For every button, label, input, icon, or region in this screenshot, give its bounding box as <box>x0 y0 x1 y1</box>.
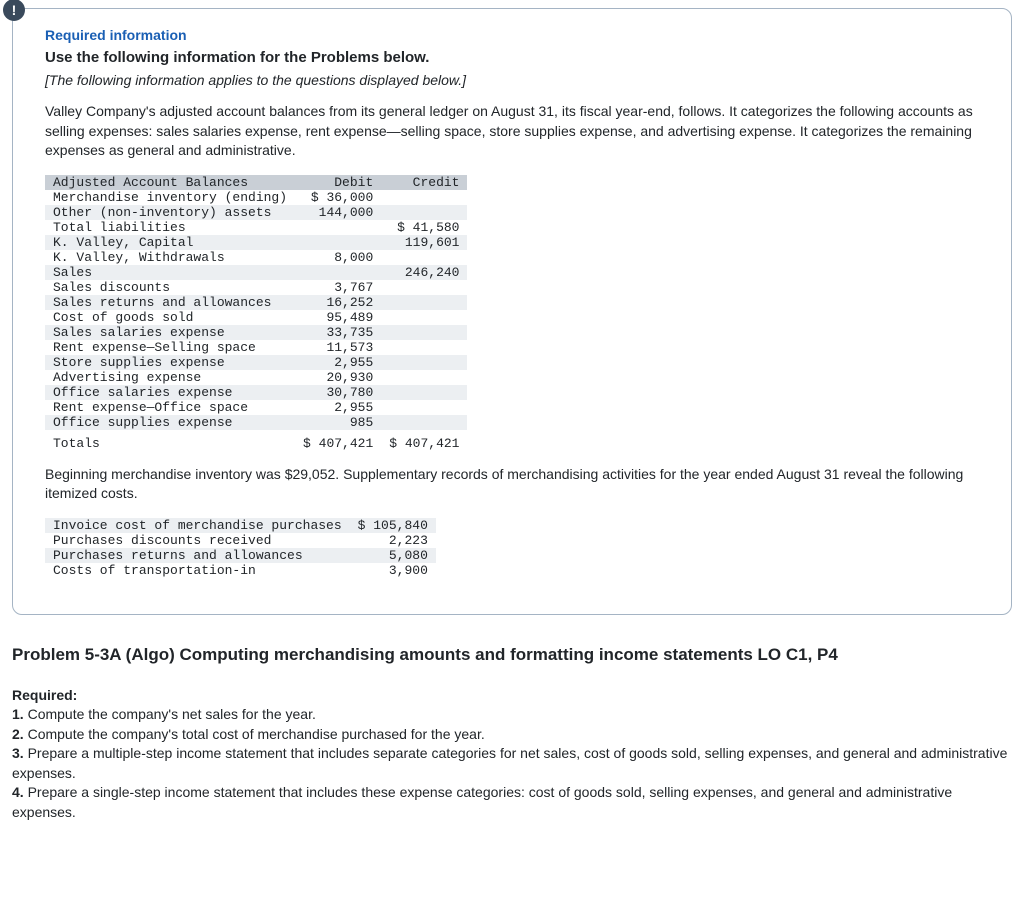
col-credit: Credit <box>381 175 467 190</box>
table-cell: Purchases discounts received <box>45 533 350 548</box>
requirement-number: 2. <box>12 726 28 742</box>
table-cell <box>381 385 467 400</box>
requirement-item: 2. Compute the company's total cost of m… <box>12 725 1012 745</box>
table-cell <box>295 265 381 280</box>
table-cell <box>381 355 467 370</box>
table-cell: 246,240 <box>381 265 467 280</box>
info-badge-icon: ! <box>3 0 25 21</box>
requirement-number: 1. <box>12 706 28 722</box>
table-cell: K. Valley, Withdrawals <box>45 250 295 265</box>
table-cell: Sales salaries expense <box>45 325 295 340</box>
table-cell: Advertising expense <box>45 370 295 385</box>
table-cell: Store supplies expense <box>45 355 295 370</box>
table-cell: Costs of transportation-in <box>45 563 350 578</box>
table-cell: 119,601 <box>381 235 467 250</box>
requirement-text: Compute the company's total cost of merc… <box>28 726 485 742</box>
instructions-note: [The following information applies to th… <box>45 72 979 88</box>
requirement-text: Compute the company's net sales for the … <box>28 706 316 722</box>
table-cell: 30,780 <box>295 385 381 400</box>
requirement-number: 3. <box>12 745 28 761</box>
table-cell: 8,000 <box>295 250 381 265</box>
table-cell <box>381 190 467 205</box>
itemized-costs-table: Invoice cost of merchandise purchases$ 1… <box>45 518 436 578</box>
table-cell: 2,955 <box>295 400 381 415</box>
table-cell: 3,767 <box>295 280 381 295</box>
table-cell: 2,955 <box>295 355 381 370</box>
table-cell: K. Valley, Capital <box>45 235 295 250</box>
table-cell: $ 41,580 <box>381 220 467 235</box>
table-cell: Total liabilities <box>45 220 295 235</box>
totals-cell: $ 407,421 <box>381 430 467 451</box>
table-cell <box>381 310 467 325</box>
table-cell <box>381 205 467 220</box>
table-cell <box>381 400 467 415</box>
requirement-item: 4. Prepare a single-step income statemen… <box>12 783 1012 822</box>
table-cell: 20,930 <box>295 370 381 385</box>
required-info-label: Required information <box>45 27 979 43</box>
table-cell: 5,080 <box>350 548 436 563</box>
table-cell <box>295 235 381 250</box>
table-cell: 144,000 <box>295 205 381 220</box>
table-cell: 2,223 <box>350 533 436 548</box>
table-cell: $ 36,000 <box>295 190 381 205</box>
requirement-item: 3. Prepare a multiple-step income statem… <box>12 744 1012 783</box>
table-cell: Sales returns and allowances <box>45 295 295 310</box>
table-cell: Cost of goods sold <box>45 310 295 325</box>
table-cell: 16,252 <box>295 295 381 310</box>
table-cell: $ 105,840 <box>350 518 436 533</box>
requirement-number: 4. <box>12 784 28 800</box>
totals-cell: Totals <box>45 430 295 451</box>
paragraph-1: Valley Company's adjusted account balanc… <box>45 102 979 161</box>
table-cell: Sales <box>45 265 295 280</box>
table-cell <box>381 250 467 265</box>
instructions-heading: Use the following information for the Pr… <box>45 49 979 66</box>
requirement-text: Prepare a single-step income statement t… <box>12 784 952 820</box>
table-cell: 985 <box>295 415 381 430</box>
table-cell: Purchases returns and allowances <box>45 548 350 563</box>
col-account: Adjusted Account Balances <box>45 175 295 190</box>
table-cell: Sales discounts <box>45 280 295 295</box>
table-cell: Other (non-inventory) assets <box>45 205 295 220</box>
adjusted-balances-table: Adjusted Account BalancesDebitCredit Merc… <box>45 175 467 451</box>
requirements-list: 1. Compute the company's net sales for t… <box>12 705 1012 823</box>
table-cell <box>381 340 467 355</box>
problem-title: Problem 5-3A (Algo) Computing merchandis… <box>12 645 1012 665</box>
table-cell: 33,735 <box>295 325 381 340</box>
table-cell <box>381 325 467 340</box>
table-cell <box>381 370 467 385</box>
info-box: ! Required information Use the following… <box>12 8 1012 615</box>
table-cell: 11,573 <box>295 340 381 355</box>
table-cell: Office supplies expense <box>45 415 295 430</box>
table-cell: Office salaries expense <box>45 385 295 400</box>
table-cell: Rent expense—Selling space <box>45 340 295 355</box>
paragraph-2: Beginning merchandise inventory was $29,… <box>45 465 979 504</box>
col-debit: Debit <box>295 175 381 190</box>
table-cell: Rent expense—Office space <box>45 400 295 415</box>
required-header: Required: <box>12 687 1012 703</box>
table-cell: 95,489 <box>295 310 381 325</box>
table-cell <box>381 415 467 430</box>
requirement-item: 1. Compute the company's net sales for t… <box>12 705 1012 725</box>
totals-cell: $ 407,421 <box>295 430 381 451</box>
table-cell: Merchandise inventory (ending) <box>45 190 295 205</box>
table-cell <box>381 295 467 310</box>
table-cell <box>295 220 381 235</box>
table-cell: 3,900 <box>350 563 436 578</box>
requirement-text: Prepare a multiple-step income statement… <box>12 745 1007 781</box>
below-box: Problem 5-3A (Algo) Computing merchandis… <box>8 615 1016 831</box>
table-cell <box>381 280 467 295</box>
table-cell: Invoice cost of merchandise purchases <box>45 518 350 533</box>
